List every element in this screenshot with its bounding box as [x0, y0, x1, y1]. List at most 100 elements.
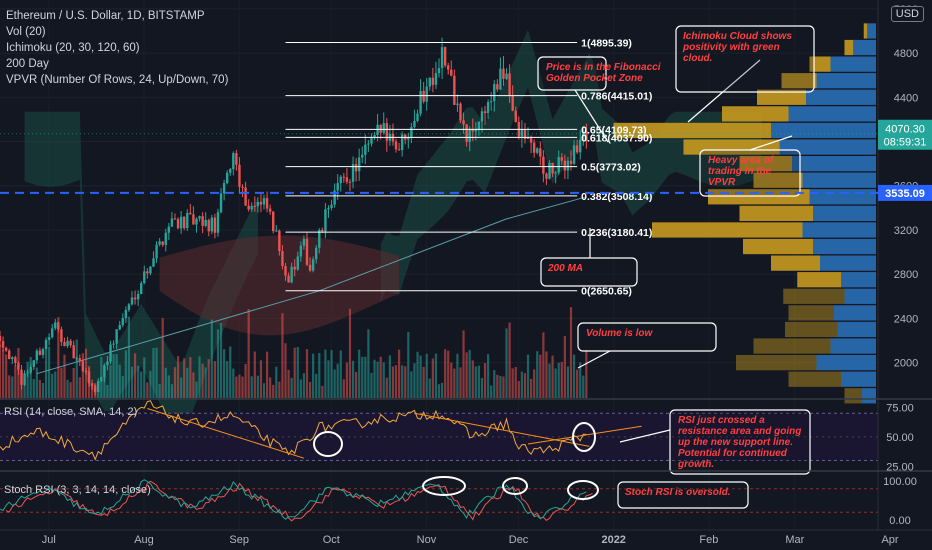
vpvr-up-bar — [841, 272, 876, 288]
candle-body — [170, 218, 174, 227]
volume-bar — [447, 350, 450, 398]
volume-bar — [176, 356, 180, 398]
vpvr-histogram — [613, 23, 876, 404]
volume-bar — [333, 369, 336, 398]
candle-body — [0, 336, 2, 342]
volume-bar — [336, 363, 339, 398]
vpvr-down-bar — [736, 354, 817, 371]
candle-body — [367, 143, 370, 145]
volume-bar — [397, 349, 401, 398]
volume-bar — [290, 377, 293, 398]
candle — [548, 160, 551, 180]
volume-bar — [259, 360, 263, 398]
rsi-trendline — [147, 407, 305, 459]
legend-ichimoku[interactable]: Ichimoku (20, 30, 120, 60) — [6, 42, 140, 54]
annotation-box — [537, 56, 607, 91]
volume-bar — [545, 351, 548, 398]
candle-body — [311, 259, 315, 271]
candle — [78, 354, 82, 367]
candle — [425, 77, 428, 111]
vpvr-down-bar — [809, 56, 831, 72]
candle-body — [394, 141, 398, 150]
vpvr-down-bar — [753, 172, 803, 188]
candle — [311, 256, 315, 273]
volume-bar — [11, 376, 14, 398]
price-tick: 2400 — [894, 313, 918, 325]
candle-body — [397, 149, 401, 151]
candle-body — [560, 157, 563, 161]
current-price-value: 4070.30 — [885, 124, 925, 136]
candle-body — [161, 241, 164, 245]
candle — [542, 150, 545, 183]
candle — [155, 241, 158, 263]
rsi-tick: 75.00 — [886, 402, 914, 414]
volume-bar — [480, 377, 484, 398]
candle — [44, 337, 48, 351]
candle-body — [511, 95, 514, 111]
volume-bar — [557, 362, 560, 398]
volume-bar — [318, 353, 321, 398]
candle-body — [440, 47, 444, 69]
candle-body — [465, 124, 468, 142]
candle-body — [514, 110, 517, 122]
volume-bar — [189, 357, 192, 398]
candle-body — [109, 344, 112, 362]
legend-vpvr[interactable]: VPVR (Number Of Rows, 24, Up/Down, 70) — [6, 74, 229, 86]
volume-bar — [330, 350, 333, 398]
volume-bar — [183, 358, 186, 398]
legend-ma[interactable]: 200 Day — [6, 58, 49, 70]
candle-body — [20, 369, 23, 385]
candle-body — [293, 266, 296, 270]
volume-bar — [490, 385, 493, 398]
rsi-pane-title[interactable]: RSI (14, close, SMA, 14, 2) — [4, 406, 138, 418]
candle — [517, 116, 521, 140]
candle-body — [474, 128, 478, 132]
stoch-circle — [422, 476, 466, 496]
rsi-tick: 50.00 — [886, 432, 914, 444]
cloud-green — [380, 29, 762, 303]
countdown-timer: 08:59:31 — [884, 137, 927, 149]
annotation-box — [675, 25, 815, 93]
candle — [560, 153, 563, 165]
stoch-pane-title[interactable]: Stoch RSI (3, 3, 14, 14, close) — [4, 484, 151, 496]
volume-bar — [250, 376, 253, 398]
candle-body — [11, 357, 14, 360]
candle — [225, 170, 229, 185]
symbol-title[interactable]: Ethereum / U.S. Dollar, 1D, BITSTAMP — [6, 10, 205, 22]
time-tick: Oct — [323, 534, 340, 546]
legend-vol[interactable]: Vol (20) — [6, 26, 46, 38]
currency-button[interactable]: USD — [890, 6, 924, 22]
candle-body — [69, 340, 72, 346]
candle-body — [520, 129, 524, 137]
volume-bar — [308, 382, 312, 398]
candle-body — [351, 164, 355, 182]
candle-body — [413, 121, 416, 127]
volume-bar — [284, 343, 287, 398]
volume-bar — [262, 383, 266, 398]
vpvr-down-bar — [771, 255, 820, 271]
vpvr-down-bar — [683, 139, 780, 155]
candle — [357, 148, 361, 181]
candle-body — [173, 218, 177, 220]
volume-bar — [272, 384, 275, 398]
candle — [173, 213, 177, 220]
candle-body — [502, 68, 505, 79]
candle-body — [32, 360, 35, 367]
candle — [41, 347, 45, 359]
rsi-tick: 25.00 — [886, 461, 914, 473]
candle — [486, 99, 490, 119]
candle — [459, 102, 462, 124]
candle — [8, 348, 11, 360]
indicator-panes — [0, 400, 878, 522]
volume-bar — [118, 364, 121, 398]
candle — [275, 225, 278, 232]
candle-body — [431, 77, 435, 85]
candle-body — [284, 266, 287, 276]
volume-bar — [327, 360, 330, 398]
candle — [566, 156, 570, 180]
candle — [575, 139, 579, 155]
candle — [265, 191, 269, 213]
